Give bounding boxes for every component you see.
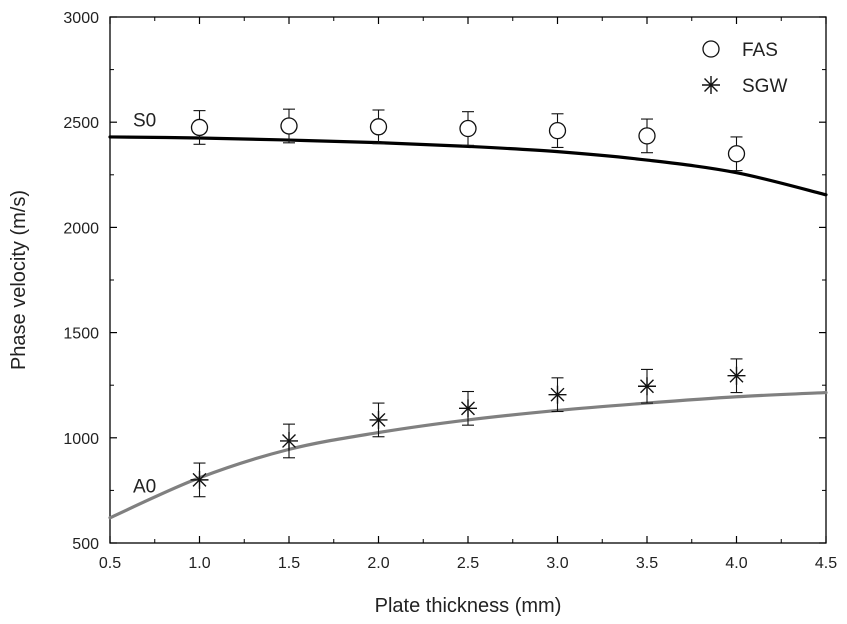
data-point-sgw [638,377,656,396]
data-point-fas [190,118,209,137]
asterisk-stroke [704,78,718,92]
legend: FAS SGW [702,40,787,97]
y-tick-label: 3000 [63,10,99,27]
data-point-sgw [548,385,567,404]
asterisk-stroke [282,433,296,448]
legend-marker-sgw [702,76,720,94]
asterisk-stroke [550,387,565,402]
axes: 0.5 1.0 1.5 2.0 2.5 3.0 3.5 4.0 4.5 500 1000 1500 20… [63,10,837,572]
data-point-sgw [280,431,298,450]
x-tick-label: 4.5 [815,555,837,572]
asterisk-stroke [192,472,207,487]
data-point-fas [727,145,746,163]
curve-s0 [108,135,828,197]
asterisk-stroke [729,368,744,383]
y-tick-label: 2500 [63,115,99,132]
data-point-fas [280,117,298,135]
data-point-sgw [727,366,746,385]
x-tick-label: 4.0 [725,555,747,572]
x-tick-label: 3.0 [546,555,568,572]
asterisk-stroke [371,412,386,427]
curve-label-a0: A0 [133,477,156,498]
x-tick-label: 2.0 [367,555,389,572]
x-tick-label: 1.5 [278,555,300,572]
asterisk-stroke [640,379,654,394]
plot-frame [109,16,827,544]
asterisk-stroke [461,401,475,416]
data-point-sgw [459,399,477,418]
legend-marker-fas [702,40,720,58]
data-point-fas [459,119,477,138]
data-point-fas [638,127,656,145]
x-tick-label: 3.5 [636,555,658,572]
y-tick-label: 1500 [63,326,99,343]
data-point-sgw [190,470,209,489]
series-sgw [190,358,746,498]
series-fas [190,108,746,172]
y-tick-label: 2000 [63,220,99,237]
data-point-fas [369,118,388,136]
y-tick-label: 1000 [63,431,99,448]
legend-label-fas: FAS [742,40,778,61]
data-point-fas [548,121,567,140]
curve-label-s0: S0 [133,110,156,131]
x-tick-label: 1.0 [188,555,210,572]
y-axis-title: Phase velocity (m/s) [8,190,30,370]
legend-label-sgw: SGW [742,76,787,97]
x-axis-title: Plate thickness (mm) [375,595,562,617]
x-tick-label: 2.5 [457,555,479,572]
y-tick-label: 500 [72,536,99,553]
dispersion-curves: S0 A0 [108,110,828,520]
x-tick-label: 0.5 [99,555,121,572]
data-point-sgw [369,410,388,429]
data-points [190,108,746,498]
